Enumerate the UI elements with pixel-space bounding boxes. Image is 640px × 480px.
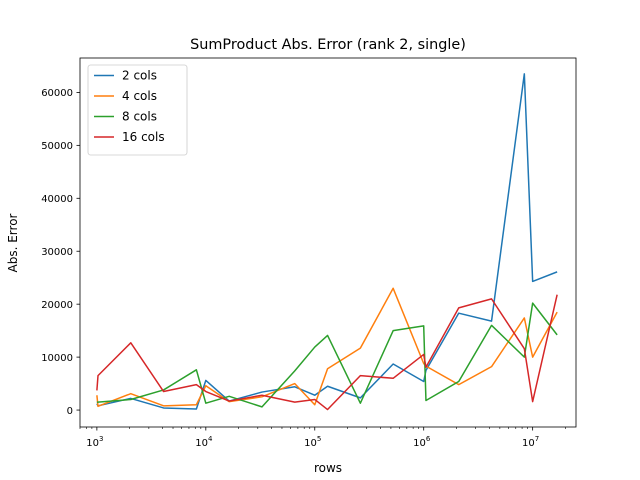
legend-label-4: 16 cols <box>122 130 165 144</box>
y-tick-label: 10000 <box>41 353 73 364</box>
y-tick-label: 0 <box>67 406 73 417</box>
y-tick-label: 20000 <box>41 300 73 311</box>
legend-label-3: 8 cols <box>122 110 157 124</box>
x-tick-label: 107 <box>522 435 539 449</box>
y-axis-label: Abs. Error <box>6 213 20 272</box>
x-tick-label: 104 <box>195 435 213 449</box>
legend-label-1: 2 cols <box>122 69 157 83</box>
legend: 2 cols 4 cols 8 cols 16 cols <box>87 64 188 156</box>
x-axis-label: rows <box>314 461 342 475</box>
x-tick-label: 106 <box>413 435 431 449</box>
y-tick-label: 50000 <box>41 141 73 152</box>
y-tick-label: 30000 <box>41 247 73 258</box>
series-line-1 <box>96 73 558 410</box>
plot-area <box>96 73 558 411</box>
axes: 0 10000 20000 30000 40000 50000 60000 103 104 105… <box>41 57 577 449</box>
x-tick-label: 105 <box>304 435 321 449</box>
series-line-2 <box>96 287 558 408</box>
legend-label-2: 4 cols <box>122 89 157 103</box>
y-tick-label: 60000 <box>41 88 73 99</box>
series-line-3 <box>96 302 558 408</box>
legend-box <box>87 64 188 156</box>
y-tick-label: 40000 <box>41 194 73 205</box>
x-tick-label: 103 <box>86 435 103 449</box>
chart-title: SumProduct Abs. Error (rank 2, single) <box>190 37 466 53</box>
axes-frame <box>79 57 577 428</box>
series-line-4 <box>96 294 558 411</box>
